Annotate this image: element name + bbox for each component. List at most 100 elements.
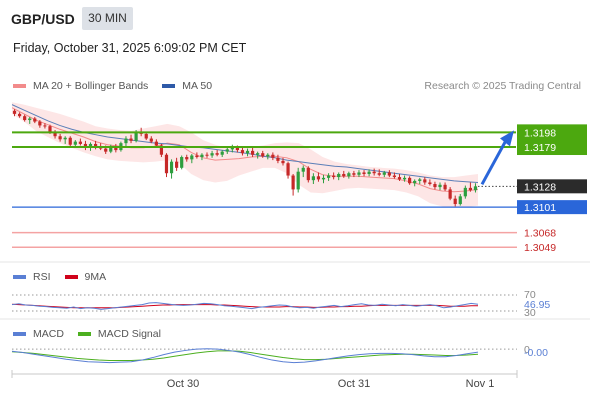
candle-body [301,167,305,172]
legend-item-rsi-ma[interactable]: 9MA [64,271,107,283]
legend-item-ma50[interactable]: MA 50 [162,80,212,92]
candle-body [408,177,412,184]
candle-body [245,150,250,154]
candle-body [463,187,467,197]
candle-body [362,172,366,174]
macd-tick-0: 0 [524,344,530,356]
candle-body [73,141,77,145]
level-lines: 1.3128 1.3101 1.3068 1.3049 1.3198 1.3179 [12,124,587,254]
ma20-line [11,107,479,193]
timeframe-badge[interactable]: 30 MIN [82,7,133,30]
resistance-price-label: 1.3179 [524,142,556,154]
candle-body [286,163,290,176]
legend-item-macd-signal[interactable]: MACD Signal [77,328,161,340]
candle-body [397,177,402,180]
candle-body [458,196,462,205]
legend-item-macd[interactable]: MACD [13,328,64,340]
price-panel [0,102,590,320]
candle-body [306,167,310,181]
candle-body [230,147,234,150]
candle-body [311,176,315,181]
macd-signal-line [11,350,479,361]
legend-item-bollinger[interactable]: MA 20 + Bollinger Bands [13,80,148,92]
candle-body [402,177,407,180]
candle-body [180,157,184,168]
legend-swatch-rsi-ma [64,275,78,279]
legend-label-macd-signal: MACD Signal [97,328,161,340]
candle-body [33,118,37,122]
candle-body [104,148,108,152]
candle-body [387,172,391,176]
macd-legend: MACD MACD Signal [13,328,175,340]
time-axis: Oct 30 Oct 31 Nov 1 [11,370,518,390]
candle-body [433,184,437,188]
resistance-price-label: 1.3198 [524,127,556,139]
candle-body [68,137,72,145]
rsi-line [11,302,479,310]
candle-body [129,138,133,141]
legend-swatch-rsi [13,275,26,279]
macd-panel: 0-0.00 [11,344,548,364]
candle-body [418,179,422,181]
candle-body [210,153,214,156]
candle-body [169,161,174,174]
candle-body [332,175,336,178]
candle-body [256,153,260,155]
candle-body [63,137,67,140]
candle-body [342,173,346,177]
candle-body [266,154,270,157]
candle-body [17,113,22,117]
legend-swatch-ma50 [162,84,176,88]
pivot-price-label: 1.3068 [524,228,556,240]
candle-body [316,176,321,180]
candle-body [154,141,158,146]
legend-swatch-macd [13,332,26,336]
legend-label-rsi-ma: 9MA [84,271,107,283]
candle-body [347,173,351,177]
candle-body [23,116,27,121]
candle-body [438,184,442,188]
symbol-title: GBP/USD [11,11,75,27]
legend-label-bollinger: MA 20 + Bollinger Bands [33,80,149,92]
candle-body [195,155,199,158]
last-price-label: 1.3128 [524,181,556,193]
forecast-arrow-head [500,130,514,147]
candle-body [28,118,32,121]
candle-body [159,145,164,155]
candle-body [38,121,42,126]
support-price-label: 1.3101 [524,202,556,214]
candle-body [240,150,245,154]
macd-line [11,348,479,364]
rsi-tick-30: 30 [524,307,536,319]
candle-body [58,136,62,140]
candle-body [428,182,432,185]
candle-body [337,173,341,178]
last-price-tag [517,179,587,194]
candle-body [291,175,295,190]
candle-body [377,173,381,175]
candle-body [88,143,93,148]
candle-body [109,146,113,152]
candle-body [235,147,240,151]
candle-body [134,132,138,141]
candle-body [448,189,452,199]
candle-body [205,154,209,156]
legend-label-rsi: RSI [33,271,51,283]
candle-body [200,154,204,158]
time-axis-label: Nov 1 [466,378,495,390]
candle-body [215,153,219,155]
legend-item-rsi[interactable]: RSI [13,271,51,283]
candle-body [83,143,88,148]
candle-body [12,110,17,114]
candle-body [93,143,98,147]
candle-body [357,172,361,175]
candle-body [468,187,473,191]
ma50-line [11,104,479,183]
candle-body [296,171,300,190]
bollinger-band-fill [12,102,478,208]
candle-body [175,161,179,168]
pivot-price-label: 1.3049 [524,242,556,254]
candle-body [382,172,386,175]
